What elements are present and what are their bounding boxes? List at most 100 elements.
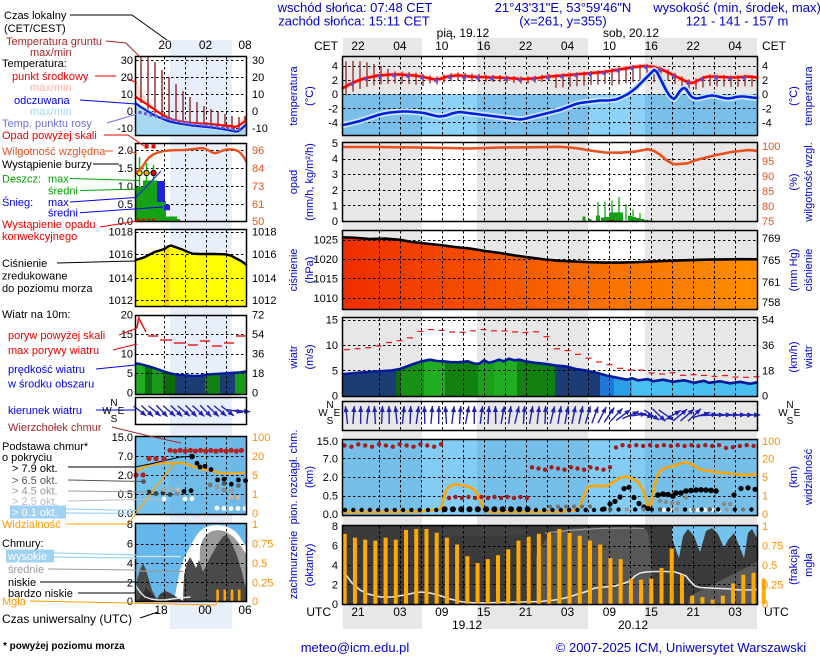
svg-text:4: 4 (332, 154, 338, 166)
svg-text:> 0.1 okt.: > 0.1 okt. (12, 507, 58, 519)
svg-text:poryw powyżej skali: poryw powyżej skali (8, 330, 105, 342)
svg-text:09: 09 (603, 605, 617, 619)
svg-text:0: 0 (762, 89, 768, 101)
svg-text:max/min: max/min (30, 82, 72, 94)
svg-text:wilgotność wzgl.: wilgotność wzgl. (803, 142, 815, 222)
svg-text:0: 0 (252, 106, 258, 118)
svg-text:2.0: 2.0 (118, 145, 133, 157)
svg-text:61: 61 (252, 199, 264, 211)
svg-text:10: 10 (326, 340, 338, 352)
svg-text:1: 1 (252, 489, 258, 501)
svg-text:1010: 1010 (314, 293, 338, 305)
svg-text:04: 04 (728, 39, 742, 53)
svg-text:36: 36 (762, 340, 774, 352)
svg-text:1012: 1012 (109, 295, 133, 307)
svg-text:21: 21 (351, 605, 365, 619)
svg-text:2.0: 2.0 (118, 470, 133, 482)
svg-text:max/min: max/min (30, 106, 72, 118)
svg-text:(°C): (°C) (304, 86, 316, 106)
svg-text:0.0: 0.0 (323, 509, 338, 521)
svg-text:S: S (111, 414, 118, 425)
svg-text:22: 22 (351, 39, 365, 53)
svg-text:Wierzchołek chmur: Wierzchołek chmur (8, 422, 102, 434)
svg-text:1016: 1016 (109, 249, 133, 261)
svg-text:02: 02 (199, 38, 213, 52)
svg-text:0: 0 (252, 596, 258, 608)
svg-text:1.0: 1.0 (118, 181, 133, 193)
svg-text:16: 16 (477, 39, 491, 53)
svg-text:03: 03 (561, 605, 575, 619)
svg-text:temperatura: temperatura (803, 65, 815, 125)
svg-text:1: 1 (252, 519, 258, 531)
svg-text:meteo@icm.edu.pl: meteo@icm.edu.pl (301, 640, 410, 655)
svg-text:temperatura: temperatura (288, 65, 300, 125)
svg-text:5: 5 (332, 366, 338, 378)
svg-text:wysokie: wysokie (7, 551, 47, 563)
svg-text:20: 20 (158, 38, 172, 52)
svg-text:100: 100 (252, 432, 270, 444)
svg-text:769: 769 (762, 233, 780, 245)
svg-text:15.0: 15.0 (112, 432, 133, 444)
svg-text:Śnieg:: Śnieg: (2, 196, 33, 209)
svg-text:95: 95 (762, 156, 774, 168)
svg-text:1.5: 1.5 (118, 163, 133, 175)
svg-text:20.12: 20.12 (618, 618, 648, 632)
svg-text:ciśnienie: ciśnienie (288, 249, 300, 292)
svg-text:Widzialność: Widzialność (2, 519, 61, 531)
svg-text:0: 0 (127, 596, 133, 608)
svg-text:Temperatura:: Temperatura: (2, 58, 67, 70)
svg-text:Wystąpienie opadu: Wystąpienie opadu (2, 219, 95, 231)
svg-text:prędkość wiatru: prędkość wiatru (8, 364, 85, 376)
svg-text:7.0: 7.0 (118, 451, 133, 463)
svg-text:96: 96 (252, 145, 264, 157)
svg-text:(CET/CEST): (CET/CEST) (4, 23, 66, 35)
svg-text:(m/s): (m/s) (304, 344, 316, 369)
svg-text:2: 2 (332, 580, 338, 592)
svg-text:> 7.9 okt.: > 7.9 okt. (12, 463, 58, 475)
svg-text:80: 80 (762, 201, 774, 213)
svg-text:54: 54 (252, 329, 264, 341)
svg-text:konwekcyjnego: konwekcyjnego (2, 231, 77, 243)
svg-text:2: 2 (762, 75, 768, 87)
svg-text:średni: średni (48, 186, 78, 198)
svg-text:04: 04 (561, 39, 575, 53)
svg-text:E: E (334, 408, 341, 419)
svg-text:UTC: UTC (764, 605, 789, 619)
svg-text:-2: -2 (328, 103, 338, 115)
svg-text:8: 8 (332, 521, 338, 533)
svg-text:08: 08 (238, 38, 252, 52)
svg-text:0: 0 (127, 388, 133, 400)
svg-text:Wiatr na 10m:: Wiatr na 10m: (2, 309, 70, 321)
svg-text:(mm Hg): (mm Hg) (788, 249, 800, 292)
svg-text:0.5: 0.5 (323, 491, 338, 503)
svg-text:2.0: 2.0 (323, 472, 338, 484)
svg-text:1: 1 (762, 491, 768, 503)
svg-text:Czas lokalny: Czas lokalny (4, 10, 67, 22)
svg-text:758: 758 (762, 297, 780, 309)
svg-text:© 2007-2025 ICM, Uniwersytet W: © 2007-2025 ICM, Uniwersytet Warszawski (556, 640, 807, 655)
svg-text:(oktanty): (oktanty) (304, 544, 316, 587)
svg-text:opad: opad (288, 170, 300, 194)
svg-text:761: 761 (762, 277, 780, 289)
svg-text:wiatr: wiatr (288, 345, 300, 370)
svg-text:max: max (48, 174, 69, 186)
svg-text:30: 30 (252, 55, 264, 67)
svg-text:(km/h): (km/h) (788, 341, 800, 372)
svg-text:CET: CET (314, 39, 339, 53)
svg-text:4: 4 (762, 61, 768, 73)
svg-text:100: 100 (762, 141, 780, 153)
svg-text:100: 100 (762, 436, 780, 448)
svg-text:mgła: mgła (803, 552, 815, 577)
svg-text:15: 15 (645, 605, 659, 619)
svg-text:4: 4 (127, 558, 133, 570)
svg-text:Czas uniwersalny (UTC): Czas uniwersalny (UTC) (2, 612, 132, 626)
svg-text:1014: 1014 (252, 273, 276, 285)
svg-text:do poziomu morza: do poziomu morza (2, 283, 93, 295)
svg-text:03: 03 (728, 605, 742, 619)
svg-text:20: 20 (762, 454, 774, 466)
svg-text:Ciśnienie: Ciśnienie (2, 258, 47, 270)
svg-text:(°C): (°C) (788, 86, 800, 106)
svg-text:15.0: 15.0 (317, 436, 338, 448)
svg-text:średni: średni (48, 208, 78, 220)
svg-text:0: 0 (332, 216, 338, 228)
